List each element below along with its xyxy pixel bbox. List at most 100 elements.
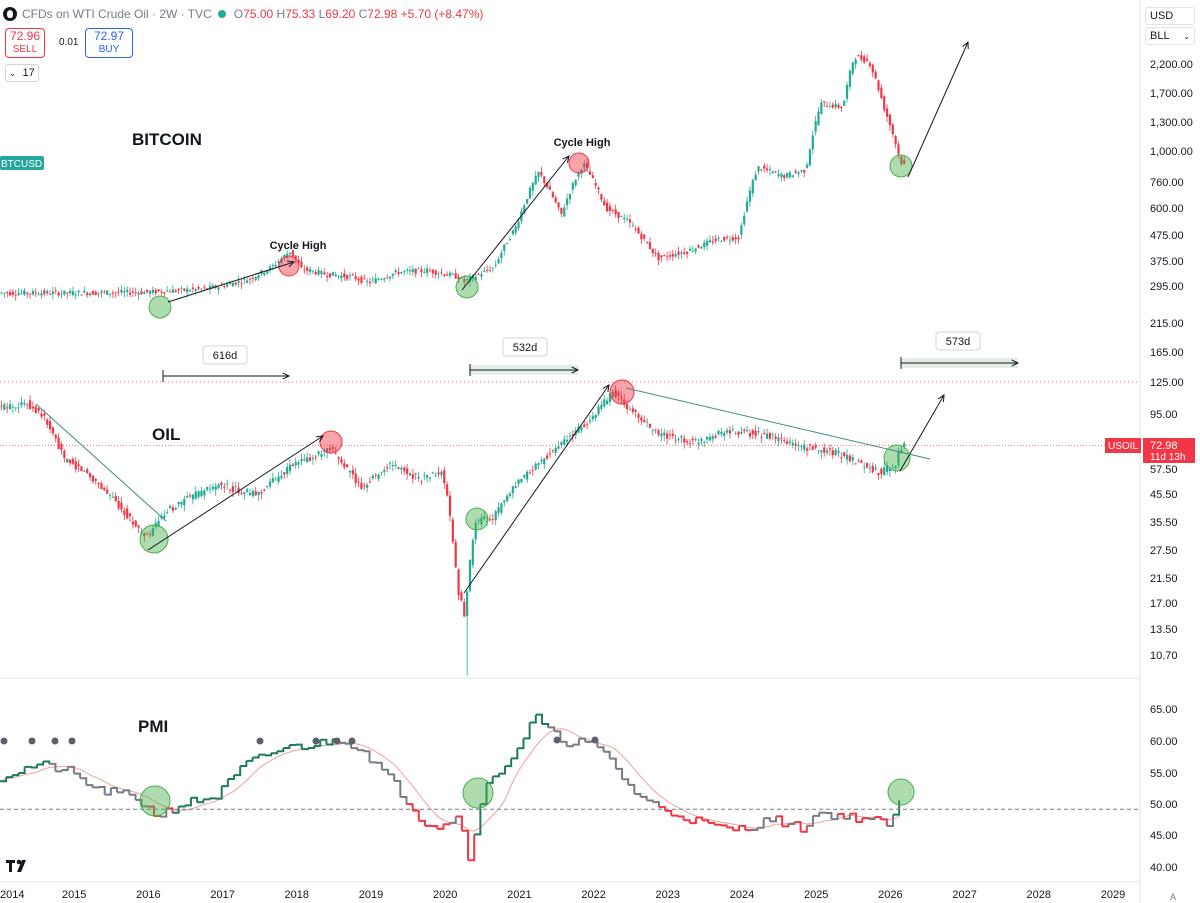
pmi-line-segment — [775, 815, 784, 827]
btc-candle — [554, 197, 557, 203]
oil-candle — [86, 469, 89, 473]
btc-candle — [431, 269, 434, 274]
symbol-title[interactable]: CFDs on WTI Crude Oil · 2W · TVC — [22, 7, 212, 21]
pmi-title: PMI — [138, 717, 168, 736]
pmi-line-segment — [443, 822, 451, 826]
unit-selector[interactable]: BLL ⌄ — [1145, 27, 1195, 45]
btc-candle — [817, 111, 820, 125]
oil-candle — [848, 455, 852, 462]
btc-candle — [700, 247, 703, 249]
oil-candle — [357, 481, 360, 483]
pmi-line-segment — [541, 723, 550, 728]
cycle-high-label: Cycle High — [270, 240, 327, 252]
btc-candle — [663, 255, 666, 256]
oil-candle — [217, 484, 220, 489]
btc-candle — [203, 287, 206, 289]
oil-candle — [640, 417, 643, 421]
autoscale-button[interactable]: A — [1170, 892, 1177, 902]
btc-price-tick: 2,200.00 — [1150, 59, 1193, 71]
btc-candle — [374, 278, 377, 284]
pmi-line-segment — [320, 738, 328, 745]
pmi-line-segment — [714, 823, 722, 826]
btc-candle — [714, 238, 717, 241]
oil-candle — [708, 436, 712, 441]
btc-candle — [640, 233, 643, 240]
trend-arrow — [899, 394, 945, 472]
chevron-down-icon: ⌄ — [9, 68, 16, 78]
pmi-line-segment — [246, 757, 254, 762]
usoil-tag-box — [1105, 438, 1141, 453]
btc-candle — [171, 289, 174, 293]
btc-candle — [637, 227, 640, 234]
btc-candle — [888, 114, 892, 126]
oil-candle — [817, 450, 820, 452]
oil-candle — [208, 488, 212, 490]
pmi-line-segment — [301, 748, 309, 751]
oil-candle — [888, 469, 892, 472]
oil-candle — [580, 426, 583, 431]
tradingview-logo-icon — [3, 7, 17, 21]
oil-candle — [368, 481, 372, 483]
pmi-line-segment — [763, 817, 771, 822]
currency-selector[interactable]: USD — [1145, 7, 1195, 25]
btc-candle — [137, 292, 140, 295]
oil-candle — [800, 446, 803, 447]
btc-candle — [723, 236, 726, 241]
pmi-line-segment — [757, 818, 765, 829]
time-tick: 2027 — [952, 889, 976, 901]
btc-candle — [611, 210, 614, 212]
pmi-line-segment — [652, 801, 660, 808]
btc-candle — [754, 174, 757, 181]
oil-candle — [440, 471, 443, 475]
oil-candle — [731, 429, 734, 430]
btc-candle — [745, 201, 749, 212]
oil-title: OIL — [152, 425, 180, 444]
oil-candle — [620, 396, 623, 399]
btc-candle — [757, 166, 760, 172]
sell-button[interactable]: 72.96 SELL — [5, 28, 45, 58]
btc-candle — [626, 218, 629, 220]
btc-candle — [551, 192, 554, 198]
oil-candle — [594, 414, 597, 419]
oil-candle — [757, 431, 760, 432]
buy-button[interactable]: 72.97 BUY — [85, 28, 133, 58]
duration-label-box — [502, 337, 548, 357]
btc-candle — [211, 285, 214, 289]
btc-candle — [294, 255, 297, 260]
skull-icon — [348, 737, 356, 745]
oil-candle — [100, 483, 103, 490]
oil-candle — [0, 406, 3, 407]
chevron-down-icon: ⌄ — [1183, 31, 1190, 41]
btc-candle — [751, 180, 754, 194]
btc-candle — [334, 274, 337, 277]
btc-candle — [837, 104, 840, 108]
btc-candle — [903, 159, 906, 164]
time-tick: 2018 — [285, 889, 309, 901]
sell-label: SELL — [12, 44, 38, 55]
btcusd-tag-box — [0, 156, 44, 170]
oil-candle — [243, 492, 246, 495]
lot-size-selector[interactable]: ⌄ 17 — [5, 64, 39, 82]
btc-candle — [208, 285, 212, 290]
btc-candle — [274, 264, 277, 267]
oil-candle — [777, 437, 780, 442]
last-price-label: 72.98 — [1150, 440, 1178, 452]
oil-candle — [548, 453, 552, 455]
oil-downtrend-line — [35, 403, 167, 522]
oil-candle — [643, 419, 646, 423]
oil-candle — [477, 520, 480, 522]
pmi-line-segment — [862, 817, 870, 820]
btc-candle — [400, 272, 403, 274]
oil-candle — [897, 451, 900, 466]
btc-candle — [246, 280, 249, 283]
oil-candle — [406, 468, 409, 474]
pmi-line-segment — [739, 824, 747, 831]
btc-candle — [397, 272, 400, 275]
btc-candle — [117, 291, 120, 293]
pmi-line-segment — [381, 768, 389, 775]
oil-candle — [628, 409, 632, 411]
oil-candle — [20, 402, 23, 406]
oil-candle — [563, 439, 566, 445]
oil-candle — [868, 467, 872, 469]
